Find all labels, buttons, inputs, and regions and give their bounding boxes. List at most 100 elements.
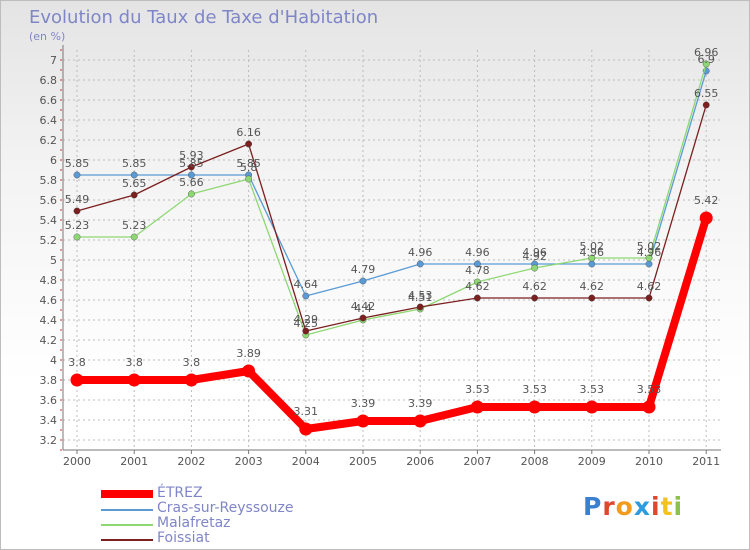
data-point-malafretaz: [645, 254, 653, 262]
data-label-cras-sur-reyssouze: 4.96: [465, 246, 490, 259]
y-tick-label: 6: [50, 154, 57, 167]
y-tick-label: 7: [50, 54, 57, 67]
logo-letter: P: [583, 492, 603, 521]
data-label-foissiat: 4.42: [351, 300, 376, 313]
data-point-cras-sur-reyssouze: [473, 260, 481, 268]
data-label-etrez: 3.53: [580, 383, 605, 396]
y-tick-label: 5: [50, 254, 57, 267]
data-point-malafretaz: [588, 254, 596, 262]
data-point-etrez: [585, 400, 599, 414]
data-point-cras-sur-reyssouze: [73, 171, 81, 179]
series-line-malafretaz: [77, 63, 707, 336]
x-tick-label: 2009: [578, 455, 606, 468]
data-label-foissiat: 6.55: [694, 87, 719, 100]
data-point-malafretaz: [130, 233, 138, 241]
data-point-foissiat: [359, 314, 367, 322]
data-point-etrez: [242, 364, 256, 378]
data-label-malafretaz: 5.23: [65, 219, 90, 232]
data-point-foissiat: [302, 327, 310, 335]
series-foissiat: [73, 101, 710, 335]
data-point-malafretaz: [73, 233, 81, 241]
data-point-cras-sur-reyssouze: [359, 277, 367, 285]
data-point-cras-sur-reyssouze: [416, 260, 424, 268]
data-labels: 3.8 3.8 3.8 3.89 3.31 3.39 3.39 3.53 3.53 3.53 3.5…: [65, 46, 719, 418]
data-point-malafretaz: [245, 175, 253, 183]
data-label-etrez: 3.53: [522, 383, 547, 396]
x-tick-label: 2007: [463, 455, 491, 468]
logo-letter: t: [660, 492, 674, 521]
data-point-etrez: [70, 373, 84, 387]
y-tick-label: 3.8: [40, 374, 58, 387]
data-point-etrez: [413, 414, 427, 428]
data-label-etrez: 3.8: [125, 356, 143, 369]
data-label-foissiat: 4.62: [465, 280, 490, 293]
logo-letter: x: [633, 492, 651, 521]
legend-swatch-malafretaz: [101, 524, 153, 526]
data-label-malafretaz: 6.96: [694, 46, 719, 59]
data-label-cras-sur-reyssouze: 4.64: [294, 278, 319, 291]
data-point-foissiat: [187, 163, 195, 171]
data-point-foissiat: [588, 294, 596, 302]
x-tick-label: 2005: [349, 455, 377, 468]
y-tick-label: 5.4: [40, 214, 58, 227]
data-label-foissiat: 4.62: [580, 280, 605, 293]
data-point-etrez: [299, 422, 313, 436]
data-label-foissiat: 5.65: [122, 177, 147, 190]
data-point-foissiat: [73, 207, 81, 215]
legend-label-cras-sur-reyssouze: Cras-sur-Reyssouze: [157, 500, 294, 516]
data-point-foissiat: [416, 303, 424, 311]
data-label-foissiat: 4.62: [637, 280, 662, 293]
data-point-cras-sur-reyssouze: [130, 171, 138, 179]
data-point-foissiat: [130, 191, 138, 199]
legend-label-foissiat: Foissiat: [157, 530, 210, 546]
y-tick-label: 3.6: [40, 394, 58, 407]
series-line-etrez: [77, 216, 711, 433]
data-label-etrez: 3.53: [465, 383, 490, 396]
x-tick-label: 2010: [635, 455, 663, 468]
data-point-etrez: [642, 400, 656, 414]
x-tick-label: 2011: [692, 455, 720, 468]
data-point-etrez: [699, 211, 713, 225]
data-label-malafretaz: 4.51: [408, 291, 433, 304]
data-label-malafretaz: 4.4: [354, 302, 372, 315]
data-label-etrez: 3.31: [294, 405, 319, 418]
data-label-foissiat: 4.53: [408, 289, 433, 302]
legend-swatch-foissiat: [101, 539, 153, 541]
y-tick-label: 5.2: [40, 234, 58, 247]
data-point-etrez: [127, 373, 141, 387]
x-tick-label: 2004: [292, 455, 320, 468]
data-label-foissiat: 5.49: [65, 193, 90, 206]
data-label-foissiat: 6.16: [236, 126, 261, 139]
data-label-cras-sur-reyssouze: 4.79: [351, 263, 376, 276]
y-tick-label: 5.6: [40, 194, 58, 207]
data-label-cras-sur-reyssouze: 4.96: [637, 246, 662, 259]
y-tick-label: 6.4: [40, 114, 58, 127]
axes: 3.2 3.4 3.6 3.8 4 4.2 4.4 4.6 4.8 5 5.2 5.4 5.6 5.8 6 6…: [40, 45, 721, 468]
x-tick-label: 2006: [406, 455, 434, 468]
data-point-etrez: [184, 373, 198, 387]
y-tick-label: 6.2: [40, 134, 58, 147]
data-label-foissiat: 4.62: [522, 280, 547, 293]
data-label-malafretaz: 5.02: [637, 240, 662, 253]
data-point-malafretaz: [187, 190, 195, 198]
series-cras-sur-reyssouze: [73, 67, 710, 300]
data-label-malafretaz: 4.25: [294, 317, 319, 330]
x-tick-label: 2002: [177, 455, 205, 468]
data-label-cras-sur-reyssouze: 5.85: [236, 157, 261, 170]
data-point-foissiat: [645, 294, 653, 302]
series-line-foissiat: [76, 104, 707, 332]
data-label-etrez: 3.8: [183, 356, 201, 369]
chart-title: Evolution du Taux de Taxe d'Habitation: [29, 7, 379, 28]
data-point-etrez: [356, 414, 370, 428]
data-label-cras-sur-reyssouze: 6.9: [697, 53, 715, 66]
data-label-etrez: 3.39: [408, 397, 433, 410]
series-group: [70, 60, 713, 436]
logo-letter: o: [615, 492, 634, 521]
data-point-cras-sur-reyssouze: [302, 292, 310, 300]
data-label-etrez: 3.8: [68, 356, 86, 369]
y-tick-label: 3.4: [40, 414, 58, 427]
data-label-etrez: 3.89: [236, 347, 261, 360]
data-point-cras-sur-reyssouze: [588, 260, 596, 268]
data-point-malafretaz: [702, 60, 710, 68]
